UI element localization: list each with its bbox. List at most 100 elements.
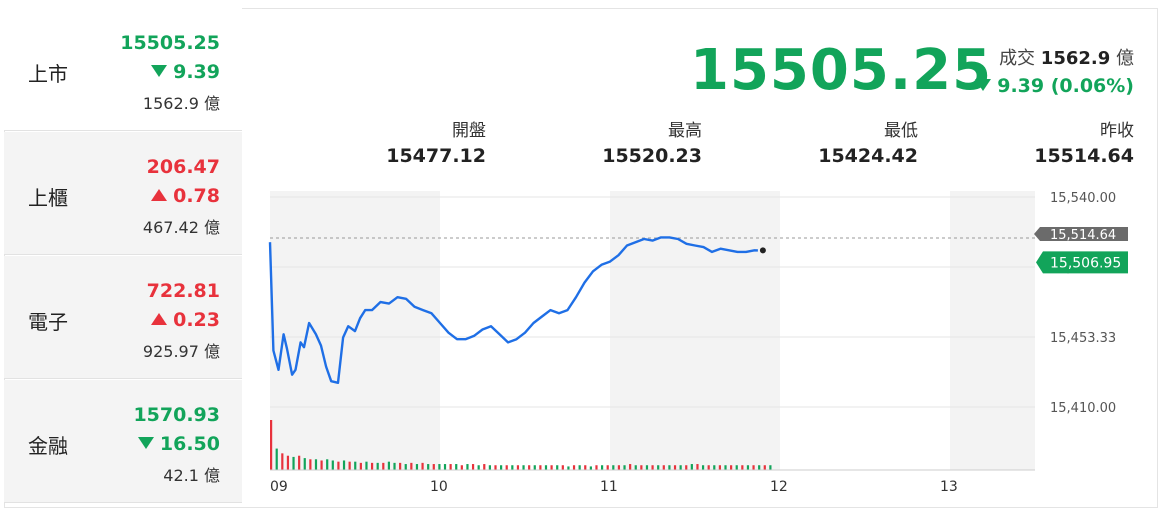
volume-bar <box>763 465 766 470</box>
stat-prev-close: 昨收 15514.64 <box>974 116 1134 167</box>
volume-bar <box>393 462 396 470</box>
volume-bar <box>415 464 419 470</box>
volume-bar <box>348 461 351 470</box>
volume-bar <box>735 465 738 470</box>
x-tick-label: 11 <box>600 479 618 495</box>
up-triangle-icon <box>151 313 168 325</box>
volume-bar <box>275 448 278 470</box>
volume-bar <box>567 466 570 470</box>
volume-bar <box>354 461 357 470</box>
x-tick-label: 10 <box>430 479 448 495</box>
volume-bar <box>600 465 604 470</box>
market-list: 上市 15505.25 9.39 1562.9 億上櫃 206.47 0.78 467.42… <box>4 8 242 508</box>
volume-bar <box>286 455 290 470</box>
volume-bar <box>713 465 716 470</box>
market-volume: 925.97 億 <box>142 342 220 361</box>
market-volume: 467.42 億 <box>142 218 220 237</box>
down-triangle-icon <box>151 65 168 77</box>
up-triangle-icon <box>151 189 168 201</box>
volume-bar <box>550 465 553 470</box>
last-price-tag-label: 15,506.95 <box>1050 255 1121 271</box>
volume-bar <box>460 465 463 470</box>
volume-bar <box>634 465 637 470</box>
market-change-value: 9.39 <box>173 61 220 83</box>
stat-open: 開盤 15477.12 <box>326 116 486 167</box>
market-tile-0[interactable]: 上市 15505.25 9.39 1562.9 億 <box>4 8 242 131</box>
volume-bar <box>449 464 452 470</box>
volume-bar <box>471 464 475 470</box>
market-tile-2[interactable]: 電子 722.81 0.23 925.97 億 <box>4 256 242 379</box>
market-volume: 1562.9 億 <box>142 94 220 113</box>
volume-bar <box>544 465 548 470</box>
stat-high-value: 15520.23 <box>602 145 702 167</box>
volume-bar <box>500 465 503 470</box>
volume-bar <box>707 465 710 470</box>
market-change: 9.39 <box>151 61 220 83</box>
volume-bar <box>309 459 312 470</box>
market-tile-1[interactable]: 上櫃 206.47 0.78 467.42 億 <box>4 132 242 255</box>
x-tick-label: 12 <box>770 479 788 495</box>
volume-bar <box>376 462 379 470</box>
volume-bar <box>438 464 441 470</box>
volume-bar <box>651 465 654 470</box>
volume-bar <box>673 465 677 470</box>
volume-bar <box>298 455 301 470</box>
market-name: 電子 <box>28 310 68 334</box>
volume-bar <box>612 465 615 470</box>
market-tile-3[interactable]: 金融 1570.93 16.50 42.1 億 <box>4 380 242 503</box>
y-tick-label: 15,410.00 <box>1050 401 1116 416</box>
market-change-value: 0.78 <box>173 185 220 207</box>
volume-bar <box>320 460 323 470</box>
market-change-value: 16.50 <box>159 433 220 455</box>
last-point-dot <box>759 247 766 254</box>
market-name: 金融 <box>28 434 68 458</box>
down-triangle-icon <box>137 437 154 449</box>
volume-bar <box>528 465 531 470</box>
stat-prev-close-label: 昨收 <box>1100 121 1134 141</box>
volume-bar <box>516 465 520 470</box>
volume-bar <box>589 466 592 470</box>
volume-bar <box>292 456 295 470</box>
market-index: 1570.93 <box>133 404 220 426</box>
volume-bar <box>505 465 508 470</box>
volume-bar <box>466 464 469 470</box>
volume-bar <box>443 464 447 470</box>
volume-bar <box>387 461 391 470</box>
market-volume: 42.1 億 <box>163 466 220 485</box>
volume-bar <box>314 459 318 470</box>
prev-close-tag-label: 15,514.64 <box>1050 228 1116 243</box>
market-index: 15505.25 <box>120 32 220 54</box>
stat-prev-close-value: 15514.64 <box>1034 145 1134 167</box>
volume-bar <box>572 465 576 470</box>
x-tick-label: 09 <box>270 479 288 495</box>
volume-bar <box>522 465 525 470</box>
volume-bar <box>617 465 621 470</box>
volume-bar <box>342 460 346 470</box>
volume-bar <box>326 459 329 470</box>
volume-bar <box>696 464 699 470</box>
volume-bar <box>690 464 693 470</box>
volume-bar <box>623 465 626 470</box>
volume-bar <box>281 453 284 470</box>
turnover: 成交 1562.9 億 <box>999 44 1134 70</box>
y-tick-label: 15,453.33 <box>1050 331 1116 346</box>
volume-bar <box>685 465 688 470</box>
stat-high: 最高 15520.23 <box>542 116 702 167</box>
stat-low-value: 15424.42 <box>818 145 918 167</box>
volume-bar <box>657 465 660 470</box>
market-change: 16.50 <box>137 433 220 455</box>
volume-bar <box>477 465 480 470</box>
turnover-label: 成交 <box>999 48 1036 69</box>
volume-bar <box>668 465 671 470</box>
market-index: 206.47 <box>146 156 220 178</box>
volume-bar <box>404 464 407 470</box>
band-13 <box>950 191 1035 470</box>
volume-bar <box>752 465 755 470</box>
current-price: 15505.25 <box>690 38 993 103</box>
volume-bar <box>758 465 761 470</box>
volume-bar <box>640 465 643 470</box>
volume-bar <box>701 465 705 470</box>
market-change: 0.23 <box>151 309 220 331</box>
price-change-value: 9.39 (0.06%) <box>997 75 1134 97</box>
